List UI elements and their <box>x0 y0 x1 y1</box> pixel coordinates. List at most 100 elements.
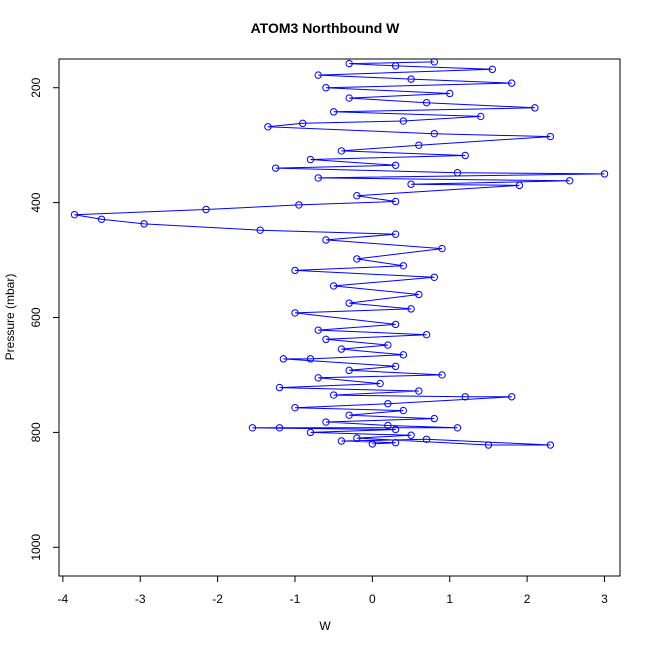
data-point <box>453 169 462 177</box>
data-point <box>291 266 299 275</box>
x-tick-label: -2 <box>212 592 223 606</box>
x-tick-label: 2 <box>524 592 531 606</box>
data-point <box>507 79 516 87</box>
data-point <box>275 383 284 392</box>
data-point <box>345 411 353 419</box>
y-tick-label: 800 <box>29 422 43 442</box>
data-point <box>314 71 322 79</box>
y-tick-label: 200 <box>29 77 43 97</box>
x-tick-label: -3 <box>135 592 146 606</box>
data-point <box>337 437 346 445</box>
data-point <box>566 177 574 185</box>
data-point <box>202 205 210 214</box>
data-point <box>314 374 322 382</box>
x-tick-label: 1 <box>446 592 453 606</box>
data-point <box>546 132 555 141</box>
data-point <box>415 290 423 299</box>
x-tick-label: -4 <box>58 592 69 606</box>
data-point <box>384 399 392 408</box>
data-point <box>438 371 446 379</box>
x-axis-label: W <box>319 619 331 633</box>
data-point <box>345 59 353 68</box>
data-point <box>256 226 264 234</box>
data-point <box>391 161 400 169</box>
data-point <box>306 355 315 363</box>
data-point <box>384 421 392 430</box>
data-point <box>337 345 346 353</box>
data-point <box>507 393 516 401</box>
data-point <box>368 440 377 448</box>
x-axis: -4 -3 -2 -1 0 1 2 3 <box>58 575 608 606</box>
data-point <box>322 84 330 92</box>
y-axis-label: Pressure (mbar) <box>3 273 17 361</box>
data-point <box>384 341 392 349</box>
y-tick-label: 1000 <box>29 534 43 561</box>
data-layer <box>70 58 609 449</box>
data-point <box>291 309 299 317</box>
data-point <box>407 431 415 439</box>
data-point <box>422 98 431 107</box>
y-tick-label: 600 <box>29 307 43 327</box>
data-point <box>430 414 438 423</box>
data-point <box>376 379 384 388</box>
series-line <box>74 61 605 446</box>
data-point <box>306 428 315 437</box>
data-point <box>531 104 539 112</box>
chart-title: ATOM3 Northbound W <box>250 20 400 36</box>
data-point <box>391 197 400 206</box>
data-point <box>353 255 361 263</box>
y-tick-label: 400 <box>29 192 43 212</box>
data-point <box>353 192 361 200</box>
data-point <box>322 236 330 244</box>
data-point <box>391 230 400 238</box>
data-point <box>477 112 485 121</box>
data-point <box>430 58 438 66</box>
data-point <box>391 439 400 447</box>
data-point <box>407 305 415 313</box>
data-point <box>329 391 338 399</box>
data-point <box>391 425 400 434</box>
data-point <box>299 119 307 128</box>
data-point <box>430 129 438 138</box>
data-point <box>140 220 148 228</box>
data-point <box>329 282 338 290</box>
data-point <box>391 62 400 70</box>
data-point <box>415 387 423 395</box>
data-point <box>407 180 415 188</box>
data-point <box>515 181 524 190</box>
data-point <box>430 273 438 281</box>
data-point <box>345 94 353 102</box>
data-point <box>391 362 400 371</box>
data-point <box>345 299 353 307</box>
data-point <box>97 215 106 223</box>
data-point <box>291 403 299 412</box>
data-point <box>329 108 338 116</box>
data-point <box>422 331 431 339</box>
data-point <box>295 201 303 209</box>
data-point <box>415 141 423 149</box>
data-point <box>279 355 288 363</box>
data-point <box>488 65 497 74</box>
data-point <box>337 147 346 155</box>
data-point <box>264 123 272 131</box>
data-point <box>322 418 330 426</box>
data-point <box>399 262 408 270</box>
data-point <box>399 406 408 415</box>
data-point <box>461 393 469 401</box>
data-point <box>453 424 462 432</box>
x-tick-label: 0 <box>369 592 376 606</box>
data-point <box>546 441 555 449</box>
data-point <box>407 75 415 83</box>
data-point <box>345 366 353 375</box>
x-tick-label: -1 <box>290 592 301 606</box>
data-point <box>600 170 609 178</box>
data-point <box>461 151 469 160</box>
data-point <box>484 441 493 449</box>
data-point <box>322 335 330 344</box>
data-point <box>271 164 280 172</box>
data-point <box>275 424 284 432</box>
data-point <box>391 320 400 329</box>
data-point <box>353 434 361 442</box>
data-point <box>70 210 79 219</box>
